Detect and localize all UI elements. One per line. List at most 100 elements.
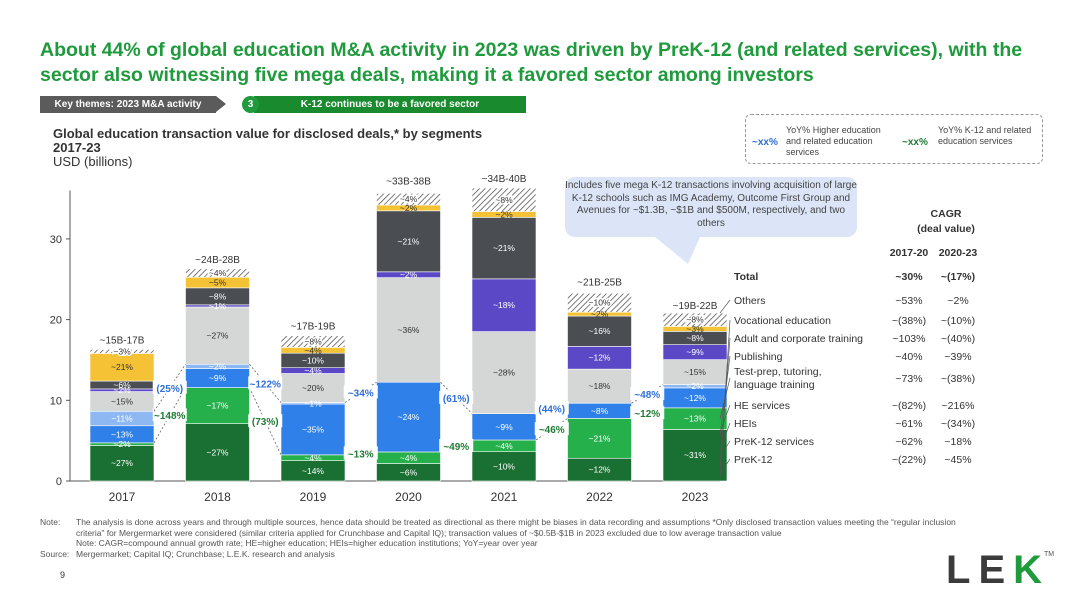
bar-segment [471, 217, 537, 280]
bar-segment-label: ~21% [589, 433, 611, 443]
bar-segment-label: ~8% [591, 406, 609, 416]
yoy-k12-label: ~49% [443, 442, 469, 453]
cagr-value-2020-23: ~39% [944, 351, 971, 363]
bar-segment-label: ~5% [209, 278, 227, 288]
x-tick-label: 2018 [204, 490, 231, 504]
bar-segment-label: ~10% [493, 461, 515, 471]
bar-segment-label: ~16% [589, 326, 611, 336]
cagr-row-label: Vocational education [734, 315, 831, 327]
cagr-row-label: Publishing [734, 351, 783, 363]
bar-segment-label: ~13% [111, 429, 133, 439]
cagr-row-label: Test-prep, tutoring, [734, 366, 822, 378]
x-tick-label: 2020 [395, 490, 422, 504]
lek-logo: LEK [946, 548, 1050, 593]
yoy-k12-label: (73%) [252, 417, 279, 428]
chart-title: Global education transaction value for d… [53, 126, 483, 141]
bar-segment-label: ~15% [684, 367, 706, 377]
cagr-value-2020-23: ~18% [944, 436, 971, 448]
logo-e: E [978, 548, 1014, 592]
bar-total-label: ~15B-17B [100, 335, 145, 346]
bar-segment-label: ~9% [495, 422, 513, 432]
y-tick-label: 20 [50, 315, 62, 327]
bar-segment-label: ~9% [209, 373, 227, 383]
cagr-value-2017-20: ~(38%) [892, 315, 926, 327]
cagr-header: CAGR [931, 208, 962, 220]
yoy-label-bg [343, 385, 378, 399]
bar-segment-label: ~4% [495, 441, 513, 451]
cagr-value-2020-23: ~(17%) [941, 271, 975, 283]
yoy-connector [440, 381, 473, 414]
bar-segment [376, 381, 441, 453]
yoy-k12-label: ~13% [348, 449, 374, 460]
bar-segment-label: ~12% [589, 465, 611, 475]
cagr-value-2017-20: ~40% [895, 351, 922, 363]
bar-segment-label: ~31% [684, 450, 706, 460]
bar-segment-label: ~12% [589, 353, 611, 363]
theme-number: 3 [242, 96, 259, 113]
bar-segment-label: ~2% [113, 385, 131, 395]
bar-segment-label: ~6% [113, 380, 131, 390]
legend-higher-ed-label: YoY% Higher education and related educat… [786, 125, 881, 157]
yoy-label-bg [343, 446, 378, 460]
bar-segment [376, 210, 441, 273]
bar-segment [567, 315, 632, 347]
x-tick-label: 2021 [491, 490, 518, 504]
cagr-value-2017-20: ~62% [895, 436, 922, 448]
cagr-col-2020-23: 2020-23 [939, 247, 978, 259]
bar-segment-label: ~11% [111, 414, 133, 424]
bar-segment-label: ~4% [209, 268, 227, 278]
cagr-row-label: PreK-12 [734, 454, 773, 466]
yoy-label-bg [152, 380, 187, 394]
themes-arrow-icon [216, 96, 226, 112]
yoy-label-bg [152, 408, 187, 422]
cagr-value-2017-20: ~73% [895, 373, 922, 385]
bar-segment-label: ~2% [113, 439, 131, 449]
bar-segment [567, 368, 632, 404]
cagr-leader-line [719, 299, 731, 314]
legend-k12-marker: ~xx% [902, 137, 928, 148]
bar-segment-label: ~1% [209, 301, 227, 311]
cagr-value-2017-20: ~103% [893, 333, 926, 345]
yoy-k12-label: ~148% [154, 411, 186, 422]
chart-units: USD (billions) [53, 154, 133, 169]
yoy-label-bg [630, 386, 665, 400]
cagr-value-2020-23: ~(10%) [941, 315, 975, 327]
bar-segment [471, 278, 537, 332]
bar-segment-label: ~8% [304, 337, 322, 347]
logo-k: K [1013, 548, 1051, 592]
bar-segment [185, 268, 250, 278]
bar-segment-label: ~14% [302, 466, 324, 476]
bar-segment-label: ~27% [207, 447, 229, 457]
yoy-higher-ed-label: (61%) [443, 394, 470, 405]
cagr-leader-line [719, 355, 731, 437]
bar-segment-label: ~4% [304, 366, 322, 376]
bar-segment-label: ~21% [111, 362, 133, 372]
page-title: About 44% of global education M&A activi… [40, 39, 1023, 86]
cagr-value-2017-20: ~53% [895, 295, 922, 307]
cagr-row-label: Others [734, 295, 766, 307]
bar-segment [89, 349, 155, 354]
x-tick-label: 2022 [586, 490, 613, 504]
y-tick-label: 30 [50, 234, 62, 246]
chart-period: 2017-23 [53, 140, 101, 155]
bar-segment [280, 403, 346, 456]
yoy-k12-label: ~12% [634, 409, 660, 420]
bar-segment-label: ~8% [209, 291, 227, 301]
bar-segment-label: ~15% [111, 396, 133, 406]
bar-segment-label: ~2% [400, 203, 418, 213]
cagr-value-2017-20: ~61% [895, 418, 922, 430]
x-tick-label: 2019 [300, 490, 327, 504]
chart-subtitle: Global education transaction value for d… [53, 127, 482, 169]
callout-pointer [655, 237, 700, 264]
cagr-value-2020-23: ~2% [947, 295, 968, 307]
note-text-2: Note: CAGR=compound annual growth rate; … [76, 538, 538, 548]
y-tick-label: 0 [56, 476, 62, 488]
cagr-leader-line [719, 377, 731, 420]
note-label: Note: [40, 517, 61, 527]
bar-segment-label: ~4% [400, 194, 418, 204]
bar-segment-label: ~18% [589, 381, 611, 391]
cagr-row-label: Adult and corporate training [734, 333, 863, 345]
bar-segment-label: ~4% [304, 453, 322, 463]
logo-tm: TM [1044, 551, 1055, 558]
bar-total-label: ~21B-25B [577, 277, 622, 288]
